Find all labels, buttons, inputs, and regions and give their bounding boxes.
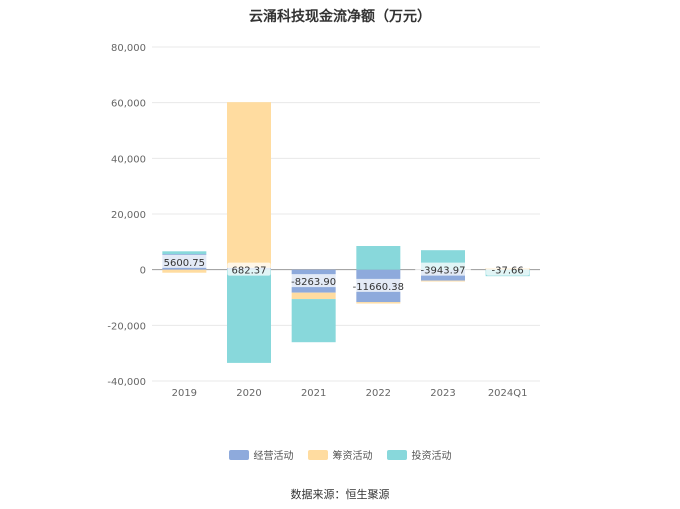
- data-label: -11660.38: [353, 282, 404, 293]
- x-tick-label: 2024Q1: [488, 388, 528, 399]
- y-tick-label: 60,000: [111, 99, 146, 110]
- bar-segment: [227, 269, 271, 363]
- x-tick-label: 2019: [172, 388, 197, 399]
- data-label-bg: [486, 262, 530, 276]
- data-label: -3943.97: [421, 266, 466, 277]
- label-layer: 5600.75 682.37 -8263.90 -11660.38 -3943.97 -3…: [159, 254, 530, 293]
- legend-label: 经营活动: [253, 451, 294, 462]
- bar-layer: [162, 102, 530, 363]
- bar-segment: [356, 246, 401, 270]
- legend-item[interactable]: 经营活动: [228, 447, 294, 462]
- data-label-bg: [415, 262, 471, 276]
- legend-label: 投资活动: [411, 451, 452, 462]
- x-tick-label: 2022: [366, 388, 391, 399]
- axis-layer: -40,000 -20,000 0 20,000 40,000 60,000 80,000 2…: [107, 43, 527, 399]
- data-label: -8263.90: [291, 277, 336, 288]
- legend-label: 筹资活动: [332, 451, 373, 462]
- legend-item[interactable]: 投资活动: [386, 447, 452, 462]
- y-tick-label: -20,000: [107, 321, 146, 332]
- legend-swatch: [307, 449, 328, 460]
- legend-item[interactable]: 筹资活动: [307, 447, 373, 462]
- y-tick-label: 80,000: [111, 43, 146, 54]
- legend: 经营活动 筹资活动 投资活动: [0, 447, 680, 462]
- chart-title: 云涌科技现金流净额（万元）: [249, 9, 431, 25]
- bar-segment: [162, 251, 207, 255]
- legend-swatch: [386, 449, 407, 460]
- grid-layer: [152, 46, 540, 382]
- legend-swatch: [228, 449, 249, 460]
- data-source-note: 数据来源：恒生聚源: [290, 488, 390, 501]
- data-label: 682.37: [232, 266, 267, 277]
- data-label-bg: [227, 262, 271, 276]
- y-tick-label: 20,000: [111, 210, 146, 221]
- x-tick-label: 2023: [430, 388, 455, 399]
- y-tick-label: 40,000: [111, 154, 146, 165]
- data-label-bg: [347, 278, 410, 292]
- bar-segment: [162, 269, 207, 273]
- x-tick-label: 2020: [236, 388, 261, 399]
- bar-segment: [291, 292, 336, 300]
- bar-segment: [291, 299, 336, 343]
- y-tick-label: 0: [140, 266, 146, 277]
- bar-segment: [421, 280, 465, 282]
- data-label: 5600.75: [164, 258, 205, 269]
- bar-segment: [356, 302, 401, 304]
- y-tick-label: -40,000: [107, 377, 146, 388]
- bar-segment: [227, 102, 271, 268]
- data-label-bg: [159, 254, 210, 268]
- x-tick-label: 2021: [301, 388, 326, 399]
- data-label: -37.66: [492, 266, 524, 277]
- data-label-bg: [285, 274, 342, 288]
